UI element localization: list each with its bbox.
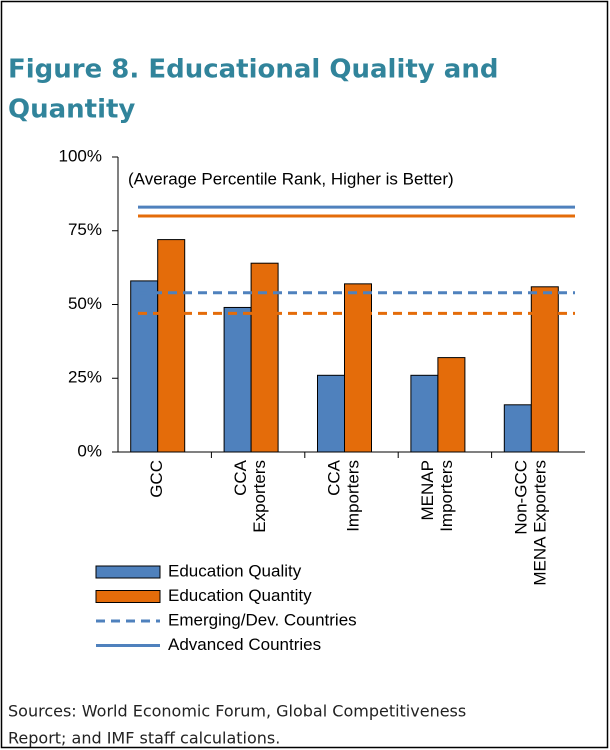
x-tick-label: Non-GCC xyxy=(511,460,530,535)
x-tick-label: Importers xyxy=(437,460,456,532)
legend-label: Emerging/Dev. Countries xyxy=(168,610,357,629)
legend-label: Advanced Countries xyxy=(168,635,321,654)
legend-swatch xyxy=(95,565,161,579)
subtitle: (Average Percentile Rank, Higher is Bett… xyxy=(128,169,454,188)
x-tick-label: MENAP xyxy=(418,460,437,520)
bar xyxy=(410,374,439,453)
x-tick-label: MENA Exporters xyxy=(530,460,549,586)
legend-label: Education Quantity xyxy=(168,586,312,605)
y-tick-label: 25% xyxy=(68,368,102,387)
bar xyxy=(157,239,186,453)
x-tick-label: CCA xyxy=(324,459,343,496)
title-line: Figure 8. Educational Quality and xyxy=(8,55,498,85)
y-tick-label: 75% xyxy=(68,220,102,239)
title-line: Quantity xyxy=(8,95,135,125)
bar xyxy=(223,306,252,453)
y-tick-label: 100% xyxy=(59,146,102,165)
bar xyxy=(530,286,559,453)
x-tick-label: CCA xyxy=(231,459,250,496)
x-tick-label: GCC xyxy=(147,460,166,498)
y-tick-label: 50% xyxy=(68,294,102,313)
x-tick-label: Importers xyxy=(343,460,362,532)
legend-swatch xyxy=(95,590,161,603)
bar xyxy=(344,283,372,453)
bar xyxy=(250,262,279,453)
legend-label: Education Quality xyxy=(168,561,302,580)
y-tick-label: 0% xyxy=(77,441,102,460)
bar xyxy=(437,357,466,453)
bar xyxy=(130,280,159,453)
source-line: Report; and IMF staff calculations. xyxy=(8,729,280,748)
x-tick-label: Exporters xyxy=(250,460,269,533)
bar xyxy=(503,404,532,453)
bar xyxy=(317,374,345,453)
source-line: Sources: World Economic Forum, Global Co… xyxy=(8,702,466,721)
